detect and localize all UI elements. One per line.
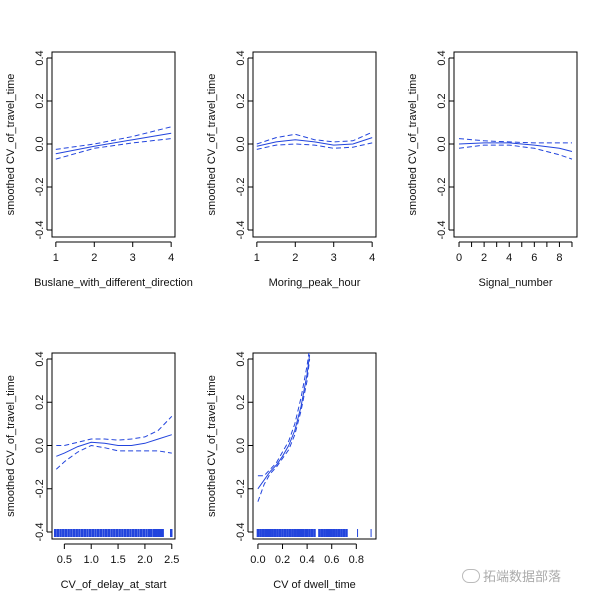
upper-ci-line: [257, 353, 310, 477]
x-tick-label: 0.6: [324, 554, 339, 566]
panel-5: -0.4 -0.2 0.0 0.2 0.4 0.0 0.2 0.4 0.6 0.8 CV of dw…: [206, 351, 377, 591]
lower-ci-line: [55, 138, 172, 160]
x-tick-label: 1: [254, 252, 260, 264]
x-tick-label: 4: [168, 252, 174, 264]
y-tick-label: 0.2: [235, 395, 247, 410]
x-tick-label: 4: [369, 252, 375, 264]
x-tick-label: 0.0: [250, 554, 265, 566]
y-tick-label: 0.0: [235, 136, 247, 151]
panel-2: -0.4 -0.2 0.0 0.2 0.4 1 2 3 4 Moring_peak_hour smo…: [206, 50, 377, 289]
y-tick-label: 0.4: [235, 351, 247, 366]
y-tick-label: -0.2: [436, 178, 448, 197]
x-tick-label: 2.0: [137, 554, 152, 566]
x-tick-label: 0.2: [275, 554, 290, 566]
y-tick-label: 0.2: [34, 395, 46, 410]
y-tick-label: -0.4: [436, 221, 448, 240]
series-group: [458, 138, 573, 160]
y-tick-label: -0.2: [34, 479, 46, 498]
y-axis-label: smoothed CV_of_travel_time: [206, 375, 218, 517]
lower-ci-line: [458, 144, 573, 160]
x-tick-label: 3: [130, 252, 136, 264]
x-tick-label: 0.4: [299, 554, 314, 566]
x-axis-label: Moring_peak_hour: [269, 277, 361, 289]
series-group: [257, 353, 311, 502]
y-axis-label: smoothed CV_of_travel_time: [5, 74, 17, 216]
y-tick-label: 0.0: [436, 136, 448, 151]
y-tick-label: -0.2: [34, 178, 46, 197]
y-tick-label: -0.2: [235, 178, 247, 197]
lower-ci-line: [55, 444, 172, 470]
y-axis-label: smoothed CV_of_travel_time: [206, 74, 218, 216]
series-group: [256, 131, 373, 150]
x-tick-label: 6: [531, 252, 537, 264]
panel-1: -0.4 -0.2 0.0 0.2 0.4 1 2 3 4 Buslane_with_differ…: [5, 50, 193, 289]
plot-frame: [252, 51, 377, 238]
series-group: [55, 415, 173, 470]
y-tick-label: 0.0: [34, 136, 46, 151]
x-tick-label: 8: [556, 252, 562, 264]
upper-ci-line: [458, 138, 572, 144]
x-tick-label: 2.5: [164, 554, 179, 566]
x-axis-label: CV_of_delay_at_start: [61, 579, 167, 591]
x-tick-label: 2: [481, 252, 487, 264]
panel-4: -0.4 -0.2 0.0 0.2 0.4 0.5 1.0 1.5 2.0 2.5 CV_of_de…: [5, 351, 179, 591]
x-axis-label: Signal_number: [479, 277, 553, 289]
y-tick-label: -0.4: [34, 221, 46, 240]
x-tick-label: 1: [53, 252, 59, 264]
x-tick-label: 0.8: [349, 554, 364, 566]
plot-frame: [453, 51, 578, 238]
y-tick-label: 0.4: [436, 50, 448, 65]
x-tick-label: 2: [91, 252, 97, 264]
y-tick-label: 0.2: [436, 93, 448, 108]
y-tick-label: 0.2: [235, 93, 247, 108]
lower-ci-line: [257, 358, 311, 502]
x-tick-label: 0.5: [57, 554, 72, 566]
smooth-fit-line: [458, 142, 573, 152]
x-tick-label: 4: [506, 252, 512, 264]
y-tick-label: -0.2: [235, 479, 247, 498]
smooth-fit-line: [257, 354, 311, 490]
y-tick-label: -0.4: [235, 221, 247, 240]
y-axis-label: smoothed CV_of_travel_time: [5, 375, 17, 517]
x-axis-label: Buslane_with_different_direction: [34, 277, 193, 289]
y-tick-label: 0.0: [235, 438, 247, 453]
x-tick-label: 3: [331, 252, 337, 264]
smooth-fit-line: [56, 434, 172, 457]
y-tick-label: 0.4: [235, 50, 247, 65]
x-tick-label: 1.0: [84, 554, 99, 566]
y-axis-label: smoothed CV_of_travel_time: [407, 74, 419, 216]
y-tick-label: 0.4: [34, 50, 46, 65]
y-tick-label: 0.2: [34, 93, 46, 108]
y-tick-label: -0.4: [235, 523, 247, 542]
upper-ci-line: [55, 126, 172, 150]
x-tick-label: 2: [292, 252, 298, 264]
plot-frame: [252, 352, 377, 540]
x-tick-label: 0: [456, 252, 462, 264]
y-tick-label: -0.4: [34, 523, 46, 542]
x-axis-label: CV of dwell_time: [273, 579, 356, 591]
x-tick-label: 1.5: [110, 554, 125, 566]
series-group: [55, 126, 172, 160]
y-tick-label: 0.0: [34, 438, 46, 453]
y-tick-label: 0.4: [34, 351, 46, 366]
upper-ci-line: [56, 415, 173, 446]
lower-ci-line: [256, 142, 373, 150]
watermark: 拓端数据部落: [462, 566, 561, 585]
upper-ci-line: [256, 131, 373, 145]
plot-frame: [51, 352, 176, 540]
smooth-fit-line: [55, 132, 172, 155]
smooth-fit-line: [256, 137, 373, 147]
panel-3: -0.4 -0.2 0.0 0.2 0.4 0 2 4 6 8 Signal_number smoot…: [407, 50, 578, 289]
plot-frame: [51, 51, 176, 238]
watermark-text: 拓端数据部落: [483, 570, 562, 585]
wechat-icon: [462, 568, 480, 583]
